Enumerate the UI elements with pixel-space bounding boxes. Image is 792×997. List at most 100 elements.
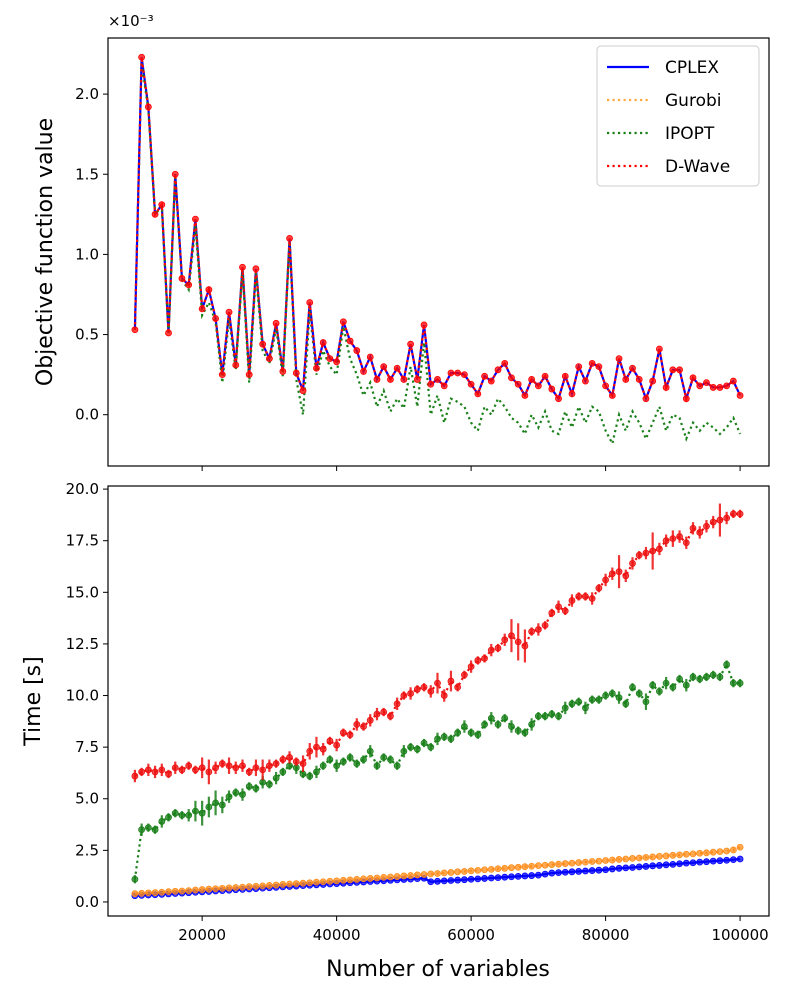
marker	[541, 621, 549, 629]
marker	[676, 366, 683, 374]
marker	[682, 681, 690, 689]
marker	[655, 852, 663, 860]
marker	[635, 376, 643, 383]
marker	[548, 861, 556, 868]
marker	[629, 864, 636, 871]
marker	[481, 372, 488, 380]
marker	[555, 869, 562, 877]
marker	[387, 873, 394, 881]
legend-label: IPOPT	[665, 124, 715, 144]
marker	[333, 762, 341, 770]
marker	[380, 754, 388, 761]
marker	[259, 340, 267, 348]
marker	[198, 305, 206, 313]
marker	[144, 824, 152, 832]
marker	[387, 712, 394, 720]
marker	[716, 673, 724, 681]
marker	[703, 379, 710, 387]
marker	[205, 286, 213, 294]
offset-text: ×10⁻³	[108, 12, 154, 30]
marker	[198, 886, 206, 893]
marker	[407, 743, 414, 751]
marker	[703, 858, 710, 866]
marker	[642, 853, 650, 861]
marker	[649, 681, 657, 689]
marker	[582, 858, 589, 866]
marker	[286, 880, 293, 888]
marker	[339, 876, 347, 884]
marker	[252, 265, 260, 273]
marker	[434, 870, 441, 877]
marker	[541, 372, 549, 380]
series	[131, 503, 744, 785]
legend-box	[596, 45, 760, 187]
marker	[292, 758, 300, 765]
marker	[608, 690, 616, 697]
marker	[333, 358, 341, 366]
marker	[185, 887, 193, 895]
marker	[689, 524, 697, 532]
marker	[447, 677, 455, 685]
marker	[151, 768, 159, 776]
axes-frame	[107, 37, 770, 467]
marker	[366, 716, 374, 724]
marker	[474, 731, 482, 739]
marker	[561, 868, 569, 876]
marker	[460, 723, 468, 730]
marker	[729, 510, 737, 518]
marker	[709, 857, 717, 865]
marker	[225, 793, 233, 801]
marker	[158, 766, 166, 774]
marker	[582, 704, 589, 712]
marker	[460, 371, 468, 379]
marker	[171, 887, 179, 895]
marker	[709, 384, 717, 391]
y-tick-label: 7.5	[75, 738, 99, 756]
marker	[131, 890, 139, 898]
marker	[474, 866, 482, 874]
marker	[534, 712, 542, 720]
marker	[165, 888, 172, 896]
marker	[212, 315, 219, 322]
marker	[313, 878, 320, 886]
marker	[427, 743, 435, 751]
marker	[541, 712, 549, 720]
marker	[306, 879, 314, 887]
marker	[306, 772, 314, 780]
marker	[494, 865, 502, 873]
marker	[481, 721, 488, 728]
marker	[454, 369, 462, 377]
marker	[218, 371, 226, 379]
marker	[400, 872, 408, 880]
marker	[736, 510, 744, 518]
marker	[373, 762, 381, 770]
marker	[198, 764, 206, 772]
marker	[373, 710, 381, 718]
marker	[595, 857, 603, 865]
marker	[615, 568, 623, 576]
marker	[662, 679, 670, 687]
marker	[595, 696, 603, 704]
marker	[723, 382, 731, 390]
marker	[178, 811, 186, 819]
marker	[682, 859, 690, 867]
marker	[642, 863, 650, 870]
marker	[588, 595, 596, 602]
marker	[723, 847, 731, 855]
marker	[205, 768, 213, 776]
marker	[319, 745, 327, 753]
marker	[232, 789, 240, 796]
x-tick-label: 20000	[178, 926, 226, 944]
marker	[319, 878, 327, 886]
marker	[326, 877, 334, 885]
marker	[447, 877, 455, 884]
marker	[265, 882, 273, 889]
marker	[427, 688, 435, 695]
x-tick-label: 40000	[313, 926, 361, 944]
marker	[716, 857, 724, 865]
y-tick-label: 20.0	[66, 480, 99, 498]
marker	[346, 337, 354, 345]
marker	[649, 377, 657, 385]
marker	[508, 864, 515, 872]
marker	[508, 374, 515, 382]
